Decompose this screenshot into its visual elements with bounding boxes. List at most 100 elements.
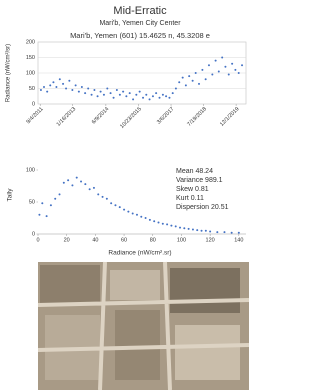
y-tick-label: 200: [26, 39, 35, 45]
title: Mid-Erratic: [113, 5, 167, 17]
y-tick-label: 0: [32, 101, 35, 107]
point: [76, 177, 78, 179]
x-tick-label: 12/1/2019: [219, 106, 241, 128]
annotation: Mean 48.24: [176, 168, 213, 175]
point: [170, 225, 172, 227]
x-tick-label: 20: [64, 237, 70, 243]
point: [221, 57, 223, 59]
point: [106, 198, 108, 200]
point: [153, 220, 155, 222]
x-tick-label: 3/6/2017: [156, 106, 175, 125]
y-axis-label: Tally: [7, 188, 14, 202]
point: [119, 206, 121, 208]
point: [135, 94, 137, 96]
x-tick-label: 1/16/2013: [56, 106, 78, 128]
point: [106, 88, 108, 90]
point: [63, 182, 65, 184]
point: [113, 97, 115, 99]
point: [91, 94, 93, 96]
point: [84, 183, 86, 185]
annotation: Skew 0.81: [176, 186, 209, 193]
point: [145, 94, 147, 96]
point: [68, 80, 70, 82]
point: [40, 89, 42, 91]
point: [175, 225, 177, 227]
point: [209, 230, 211, 232]
point: [81, 86, 83, 88]
point: [238, 232, 240, 234]
point: [84, 92, 86, 94]
point: [93, 89, 95, 91]
point: [46, 215, 48, 217]
point: [168, 97, 170, 99]
point: [38, 214, 40, 216]
point: [159, 97, 161, 99]
point: [59, 193, 61, 195]
point: [78, 91, 80, 93]
point: [65, 88, 67, 90]
point: [205, 78, 207, 80]
point: [188, 228, 190, 230]
x-tick-label: 60: [121, 237, 127, 243]
point: [125, 95, 127, 97]
point: [80, 181, 82, 183]
y-tick-label: 50: [29, 86, 35, 92]
point: [149, 98, 151, 100]
point: [198, 83, 200, 85]
point: [179, 227, 181, 229]
point: [145, 217, 147, 219]
point: [75, 84, 77, 86]
point: [129, 92, 131, 94]
point: [155, 92, 157, 94]
point: [41, 202, 43, 204]
x-tick-label: 120: [206, 237, 215, 243]
point: [100, 91, 102, 93]
point: [142, 97, 144, 99]
point: [114, 204, 116, 206]
point: [211, 74, 213, 76]
point: [89, 188, 91, 190]
x-tick-label: 100: [177, 237, 186, 243]
figure: Mid-Erratic Mari'b, Yemen City Center Ma…: [0, 0, 249, 390]
point: [241, 64, 243, 66]
y-tick-label: 100: [26, 70, 35, 76]
point: [234, 69, 236, 71]
point: [228, 74, 230, 76]
x-tick-label: 80: [150, 237, 156, 243]
y-tick-label: 100: [26, 167, 35, 173]
point: [188, 75, 190, 77]
point: [205, 230, 207, 232]
point: [140, 216, 142, 218]
point: [87, 88, 89, 90]
point: [116, 89, 118, 91]
point: [231, 63, 233, 65]
point: [201, 69, 203, 71]
point: [50, 204, 52, 206]
point: [231, 232, 233, 234]
point: [132, 213, 134, 215]
point: [175, 88, 177, 90]
point: [166, 223, 168, 225]
point: [218, 70, 220, 72]
point: [103, 94, 105, 96]
point: [49, 84, 51, 86]
point: [52, 81, 54, 83]
point: [183, 227, 185, 229]
point: [195, 72, 197, 74]
subtitle: Mari'b, Yemen City Center: [99, 20, 181, 27]
point: [182, 77, 184, 79]
point: [46, 91, 48, 93]
point: [136, 214, 138, 216]
point: [208, 64, 210, 66]
point: [149, 219, 151, 221]
point: [201, 230, 203, 232]
point: [93, 187, 95, 189]
x-tick-label: 140: [234, 237, 243, 243]
x-tick-label: 10/23/2015: [119, 106, 143, 130]
point: [215, 60, 217, 62]
point: [192, 80, 194, 82]
annotation: Dispersion 20.51: [176, 204, 229, 211]
point: [223, 231, 225, 233]
point: [178, 81, 180, 83]
x-axis-label: Radiance (nW/cm².sr): [108, 250, 171, 257]
